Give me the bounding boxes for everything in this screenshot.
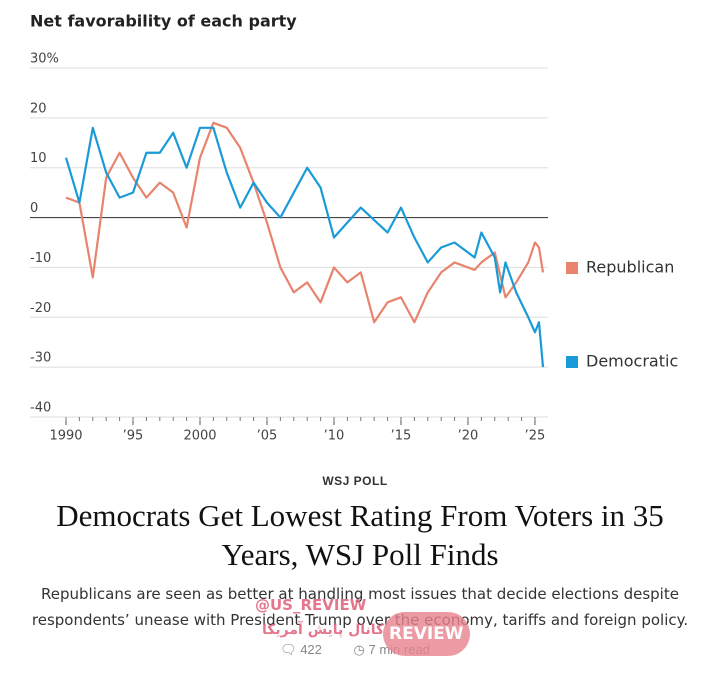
- x-tick-label: ’25: [525, 429, 546, 444]
- meta: 🗨 422 ◷ 7 min read: [0, 642, 710, 658]
- legend-swatch: [566, 262, 578, 274]
- x-tick-label: ’20: [458, 429, 479, 444]
- legend-label: Republican: [586, 258, 674, 277]
- kicker: WSJ POLL: [322, 474, 388, 488]
- headline[interactable]: Democrats Get Lowest Rating From Voters …: [56, 498, 664, 572]
- y-tick-label: 0: [30, 201, 38, 216]
- y-tick-label: 20: [30, 101, 47, 116]
- comment-count[interactable]: 422: [300, 642, 322, 657]
- x-tick-label: 2000: [183, 429, 216, 444]
- chart: Net favorability of each party 30% 20 10 0 -…: [30, 12, 678, 444]
- y-tick-label: -20: [30, 301, 51, 316]
- legend-swatch: [566, 356, 578, 368]
- x-tick-label: 1990: [49, 429, 82, 444]
- legend-label: Democratic: [586, 352, 678, 371]
- chart-title: Net favorability of each party: [30, 12, 297, 31]
- line-1: [64, 126, 545, 368]
- comments[interactable]: 🗨 422: [280, 642, 322, 657]
- line-0: [65, 121, 545, 324]
- y-tick-label: -10: [30, 251, 51, 266]
- x-tick-label: ’10: [324, 429, 345, 444]
- y-tick-label: -40: [30, 401, 51, 416]
- x-tick-label: ’15: [391, 429, 412, 444]
- x-tick-label: ’95: [123, 429, 144, 444]
- watermark-logo: REVIEW: [383, 612, 470, 656]
- y-tick-label: 10: [30, 151, 47, 166]
- dek: Republicans are seen as better at handli…: [31, 585, 689, 629]
- watermark-handle: @US_REVIEW: [255, 596, 367, 614]
- y-tick-label: -30: [30, 351, 51, 366]
- x-tick-label: ’05: [257, 429, 278, 444]
- watermark-channel: کانال پایش آمریکا: [262, 622, 385, 638]
- y-tick-label: 30%: [30, 52, 59, 67]
